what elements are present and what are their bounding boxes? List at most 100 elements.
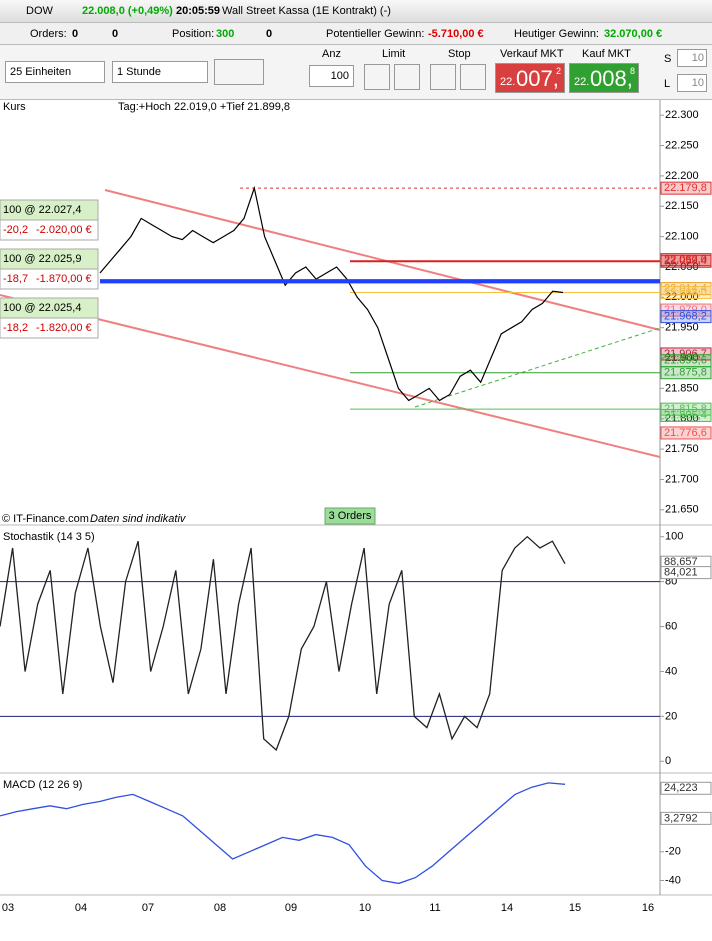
price-tag (660, 285, 712, 299)
value: 0 (72, 28, 79, 40)
credit: © IT-Finance.com (2, 513, 89, 525)
price: 008, (590, 66, 633, 91)
price-tag-label: 21.968,2 (664, 311, 707, 323)
position-points: -18,2 (3, 322, 28, 334)
interval-select[interactable]: 1 Stunde (112, 61, 208, 83)
x-tick-label: 11 (429, 902, 440, 914)
price-tag (660, 310, 712, 324)
price-tag-label: 21.776,6 (664, 427, 707, 439)
price-tag-label: 84,021 (664, 567, 698, 579)
limit-sell[interactable] (394, 64, 420, 90)
label: Limit (382, 48, 406, 60)
channel-line (104, 189, 661, 331)
price-tag (660, 566, 712, 580)
orders-badge-label: 3 Orders (329, 510, 372, 522)
price-tag-label: 22.014,4 (664, 282, 707, 294)
price-tag (660, 781, 712, 795)
y-tick-label: 21.750 (665, 443, 699, 455)
label: Kauf MKT (582, 48, 631, 60)
label: Anz (322, 48, 341, 60)
symbol: DOW (26, 5, 53, 17)
y-tick-label: -20 (665, 846, 681, 858)
x-tick-label: 15 (569, 902, 581, 914)
s-input[interactable]: 10 (677, 49, 707, 67)
y-tick-label: 22.100 (665, 231, 699, 243)
x-tick-label: 08 (214, 902, 226, 914)
position-label: 100 @ 22.025,9 (3, 253, 81, 265)
value: 0 (112, 28, 119, 40)
position-label: 100 @ 22.025,4 (3, 302, 81, 314)
time: 20:05:59 (176, 5, 221, 17)
price-tag (660, 303, 712, 317)
value: 0 (266, 28, 273, 40)
y-tick-label: 22.200 (665, 170, 699, 182)
instrument: Wall Street Kassa (1E Kontrakt) (-) (222, 5, 391, 17)
x-tick-label: 14 (501, 902, 513, 914)
label: Position: (172, 28, 215, 40)
channel-line (0, 294, 661, 458)
position-pl: -1.820,00 € (36, 322, 92, 334)
title-bar: DOW 22.008,0 (+0,49%) 20:05:59 Wall Stre… (0, 0, 712, 23)
y-tick-label: 22.150 (665, 200, 699, 212)
orders-badge (324, 507, 376, 525)
price-tag (660, 347, 712, 361)
price-tag (660, 426, 712, 440)
position-pl: -2.020,00 € (36, 224, 92, 236)
price-tag-label: 22.062,0 (664, 254, 707, 266)
y-tick-label: 40 (665, 665, 677, 677)
label: Verkauf MKT (500, 48, 564, 60)
label: S (664, 53, 672, 65)
stop-sell[interactable] (460, 64, 486, 90)
y-tick-label: 21.950 (665, 322, 699, 334)
series-line (0, 782, 566, 885)
price-tag (660, 254, 712, 268)
x-tick-label: 16 (642, 902, 654, 914)
y-tick-label: -40 (665, 874, 681, 886)
price-tag-label: 21.895,6 (664, 355, 707, 367)
price-tag (660, 408, 712, 422)
chart-info: Tag:+Hoch 22.019,0 +Tief 21.899,8 (118, 101, 290, 113)
price-tag (660, 366, 712, 380)
panel-title: Kurs (3, 101, 26, 113)
panel-title: Stochastik (14 3 5) (3, 531, 95, 543)
price-tag-label: 21.906,7 (664, 348, 707, 360)
y-tick-label: 21.700 (665, 473, 699, 485)
y-tick-label: 21.850 (665, 382, 699, 394)
price: 007, (516, 66, 559, 91)
quote: 22.008,0 (+0,49%) (82, 5, 173, 17)
units-select[interactable]: 25 Einheiten (5, 61, 105, 83)
price: 22. (574, 76, 590, 88)
position-points: -18,7 (3, 273, 28, 285)
price: 8 (630, 66, 636, 76)
y-tick-label: 22.300 (665, 109, 699, 121)
limit-buy[interactable] (364, 64, 390, 90)
price-tag-label: 3,2792 (664, 812, 698, 824)
toolbar: 25 Einheiten 1 Stunde Anz 100 Limit Stop… (0, 45, 712, 100)
label: Stop (448, 48, 471, 60)
y-tick-label: 22.250 (665, 139, 699, 151)
note: Daten sind indikativ (90, 513, 187, 525)
label: Heutiger Gewinn: (514, 28, 599, 40)
price-tag-label: 22.008,0 (664, 286, 707, 298)
sell-button[interactable]: 22. 007, 2 (495, 63, 565, 93)
position-head (0, 199, 99, 221)
price: 2 (556, 66, 562, 76)
price-tag-label: 22.179,8 (664, 182, 707, 194)
price-tag-label: 21.979,0 (664, 304, 707, 316)
x-tick-label: 03 (2, 902, 14, 914)
x-tick-label: 07 (142, 902, 154, 914)
price-tag-label: 22.059,4 (664, 255, 707, 267)
amount-input[interactable]: 100 (309, 65, 354, 87)
position-pl: -1.870,00 € (36, 273, 92, 285)
price-tag-label: 21.805,4 (664, 409, 707, 421)
l-input[interactable]: 10 (677, 74, 707, 92)
indicator-button[interactable] (214, 59, 264, 85)
price: 22. (500, 76, 516, 88)
value: -5.710,00 € (428, 28, 484, 40)
stop-buy[interactable] (430, 64, 456, 90)
x-tick-label: 09 (285, 902, 297, 914)
charts: 22.30022.25022.20022.15022.10022.05022.0… (0, 100, 712, 914)
label: Potentieller Gewinn: (326, 28, 425, 40)
buy-button[interactable]: 22. 008, 8 (569, 63, 639, 93)
